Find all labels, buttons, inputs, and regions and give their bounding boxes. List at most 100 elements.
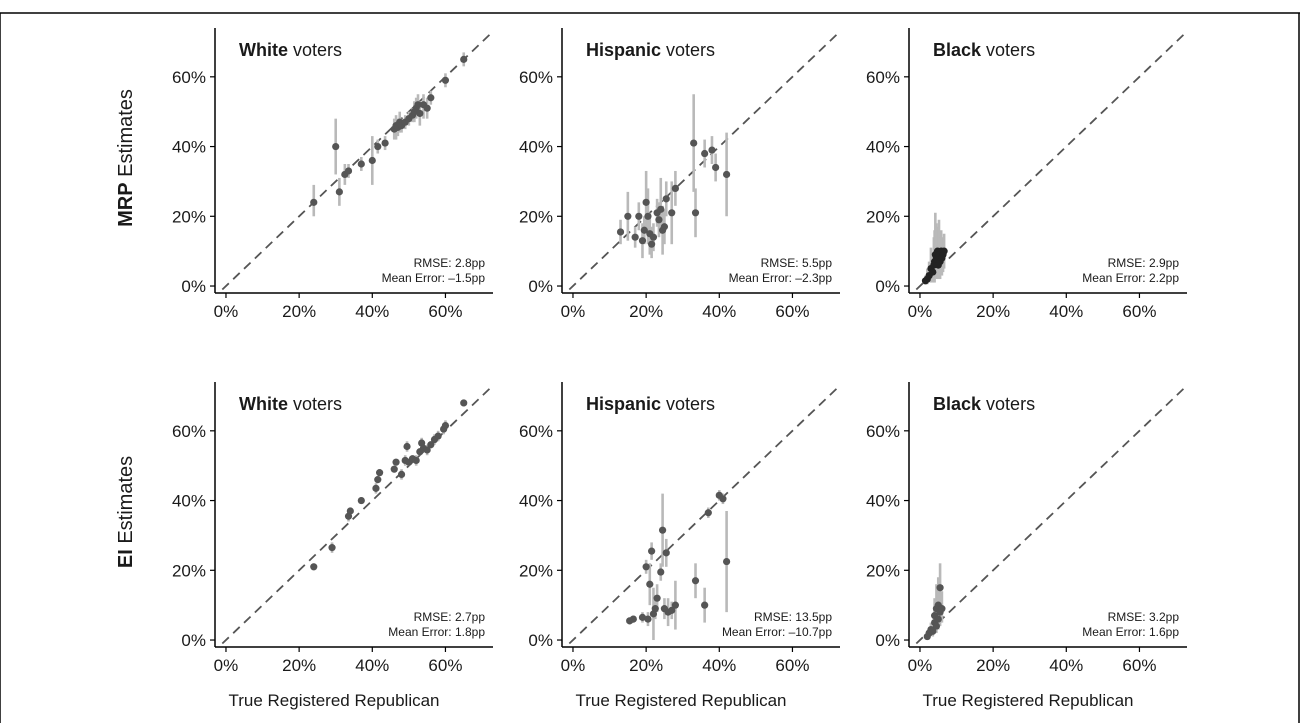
mean-error-label: Mean Error: –2.3pp (729, 271, 833, 285)
data-point (616, 228, 625, 236)
data-point (644, 615, 652, 623)
data-point (691, 577, 700, 585)
x-tick-label: 0% (214, 302, 239, 321)
y-tick-label: 40% (866, 492, 900, 511)
panel-title: White voters (239, 40, 342, 60)
rmse-label: RMSE: 2.8pp (414, 256, 486, 270)
data-point (660, 223, 669, 231)
panel-title-bold: Black (933, 40, 982, 60)
panel-title-rest: voters (288, 40, 342, 60)
data-point (940, 247, 948, 255)
panel-0-2: 0% 20% 40% 60% 0% 20% 40% 60% Black voters RMSE: … (866, 28, 1188, 321)
y-tick-label: 0% (528, 277, 553, 296)
data-point (460, 55, 468, 63)
x-tick-label: 20% (629, 302, 663, 321)
reference-line (915, 384, 1188, 645)
panel-0-1: 0% 20% 40% 60% 0% 20% 40% 60% Hispanic voters RMS… (519, 28, 841, 321)
x-axis-title-col-1: True Registered Republican (575, 691, 786, 710)
data-point (372, 484, 380, 492)
data-point (723, 170, 731, 179)
x-tick-label: 40% (355, 656, 389, 675)
x-tick-label: 0% (561, 656, 586, 675)
data-point (691, 209, 700, 217)
data-point (642, 198, 650, 206)
x-tick-label: 0% (561, 302, 586, 321)
x-tick-label: 20% (282, 656, 316, 675)
x-tick-label: 60% (775, 302, 809, 321)
data-point (701, 149, 709, 158)
panel-1-0: 0% 20% 40% 60% 0% 20% 40% 60% White voters RMSE: … (172, 382, 494, 675)
data-point (374, 476, 382, 484)
data-point (723, 557, 731, 566)
data-point (671, 601, 679, 609)
y-tick-label: 20% (519, 207, 553, 226)
y-tick-label: 60% (519, 68, 553, 87)
row-label-mrp-rest: Estimates (115, 89, 137, 182)
data-point (423, 104, 431, 112)
x-tick-label: 60% (775, 656, 809, 675)
panel-title-bold: White (239, 40, 288, 60)
data-point (708, 146, 716, 154)
row-label-ei-rest: Estimates (115, 456, 137, 549)
data-point (658, 526, 667, 534)
data-point (357, 160, 365, 168)
row-label-ei: EI Estimates (115, 456, 137, 568)
panel-title: Black voters (933, 394, 1035, 414)
x-tick-label: 40% (1049, 302, 1083, 321)
data-point (712, 163, 720, 172)
x-tick-label: 60% (428, 656, 462, 675)
rmse-label: RMSE: 3.2pp (1108, 610, 1180, 624)
y-tick-label: 0% (875, 277, 900, 296)
panel-1-1: 0% 20% 40% 60% 0% 20% 40% 60% Hispanic voters RMS… (519, 382, 841, 675)
row-label-mrp: MRP Estimates (115, 89, 137, 227)
x-tick-label: 40% (702, 302, 736, 321)
panels: 0% 20% 40% 60% 0% 20% 40% 60% White voters RMSE: … (172, 28, 1188, 675)
panel-title: Hispanic voters (586, 394, 715, 414)
y-tick-label: 60% (866, 68, 900, 87)
y-tick-label: 60% (172, 422, 206, 441)
y-tick-label: 0% (875, 631, 900, 650)
y-tick-label: 40% (172, 492, 206, 511)
x-tick-label: 40% (702, 656, 736, 675)
data-point (434, 432, 442, 440)
x-tick-label: 20% (629, 656, 663, 675)
data-point (719, 495, 727, 503)
data-point (662, 549, 670, 557)
data-point (690, 139, 698, 147)
data-point (640, 226, 648, 234)
panel-title-rest: voters (981, 394, 1035, 414)
reference-line (915, 30, 1188, 291)
data-point (653, 594, 661, 602)
data-point (668, 606, 676, 614)
data-point (328, 544, 336, 552)
rmse-label: RMSE: 13.5pp (754, 610, 832, 624)
data-point (704, 509, 712, 517)
y-tick-label: 0% (528, 631, 553, 650)
mean-error-label: Mean Error: 1.8pp (388, 625, 485, 639)
y-tick-label: 20% (519, 561, 553, 580)
data-point (414, 101, 422, 109)
x-tick-label: 20% (976, 656, 1010, 675)
data-point (624, 212, 632, 220)
data-point (671, 184, 679, 192)
data-point (638, 613, 647, 621)
panel-title-rest: voters (661, 394, 715, 414)
data-point (427, 94, 435, 102)
data-point (412, 456, 420, 465)
data-point (441, 76, 450, 84)
panel-title-bold: Black (933, 394, 982, 414)
data-point (929, 627, 937, 635)
x-tick-label: 0% (908, 302, 933, 321)
x-tick-label: 60% (1122, 656, 1156, 675)
data-point (657, 568, 665, 576)
rmse-label: RMSE: 2.9pp (1108, 256, 1180, 270)
y-tick-label: 60% (172, 68, 206, 87)
x-tick-label: 20% (282, 302, 316, 321)
y-tick-label: 20% (172, 561, 206, 580)
x-tick-label: 60% (1122, 302, 1156, 321)
data-point (335, 188, 343, 196)
data-point (644, 212, 652, 220)
y-tick-label: 20% (172, 207, 206, 226)
data-point (649, 233, 658, 241)
data-point (376, 469, 384, 477)
